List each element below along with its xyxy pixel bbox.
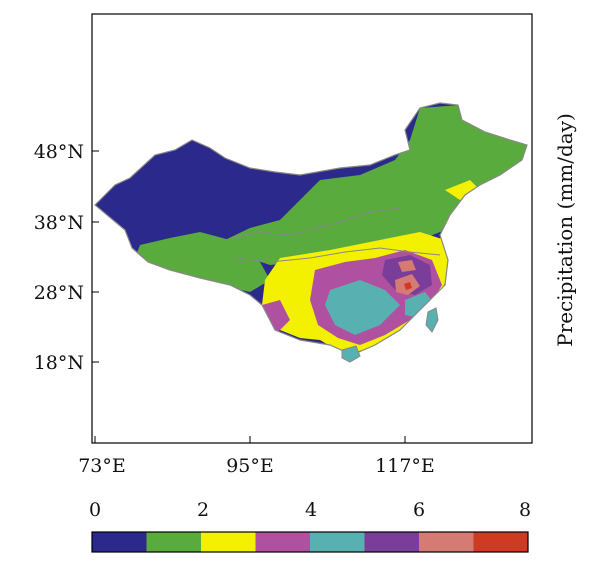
colorbar-label-8: 8 <box>519 499 531 521</box>
lon-label-73: 73°E <box>78 455 126 477</box>
colorbar-segment-4 <box>310 532 365 552</box>
colorbar-segment-3 <box>255 532 310 552</box>
precipitation-side-label: Precipitation (mm/day) <box>553 113 577 347</box>
yangtze-river-line <box>234 247 441 263</box>
yellow-river-line <box>229 207 401 239</box>
lon-label-117: 117°E <box>375 455 435 477</box>
region-5-6 <box>382 255 432 295</box>
region-2-3-north <box>445 180 480 200</box>
colorbar <box>91 531 529 553</box>
colorbar-border <box>91 531 529 553</box>
colorbar-label-4: 4 <box>305 499 317 521</box>
hainan-island <box>341 345 361 363</box>
colorbar-label-0: 0 <box>89 499 101 521</box>
colorbar-label-6: 6 <box>413 499 425 521</box>
region-7-8 <box>404 282 412 290</box>
colorbar-label-2: 2 <box>197 499 209 521</box>
china-outline <box>94 102 528 356</box>
lon-axis: 73°E 95°E 117°E <box>78 436 435 477</box>
colorbar-segment-6 <box>419 532 474 552</box>
colorbar-segment-5 <box>364 532 419 552</box>
colorbar-segment-2 <box>201 532 256 552</box>
lat-axis: 48°N 38°N 28°N 18°N <box>34 141 99 374</box>
region-4-5 <box>325 280 400 335</box>
lat-label-38: 38°N <box>34 212 84 234</box>
lat-label-48: 48°N <box>34 141 84 163</box>
lon-label-95: 95°E <box>226 455 274 477</box>
colorbar-ticks: 0 2 4 6 8 <box>89 499 531 521</box>
lat-label-18: 18°N <box>34 352 84 374</box>
region-1-2-west <box>135 232 270 292</box>
region-1-2 <box>225 105 527 265</box>
lat-label-28: 28°N <box>34 282 84 304</box>
region-6-7-b <box>398 260 416 272</box>
colorbar-segment-7 <box>473 532 528 552</box>
colorbar-segment-1 <box>146 532 201 552</box>
colorbar-segment-0 <box>92 532 147 552</box>
taiwan-island <box>425 307 439 333</box>
